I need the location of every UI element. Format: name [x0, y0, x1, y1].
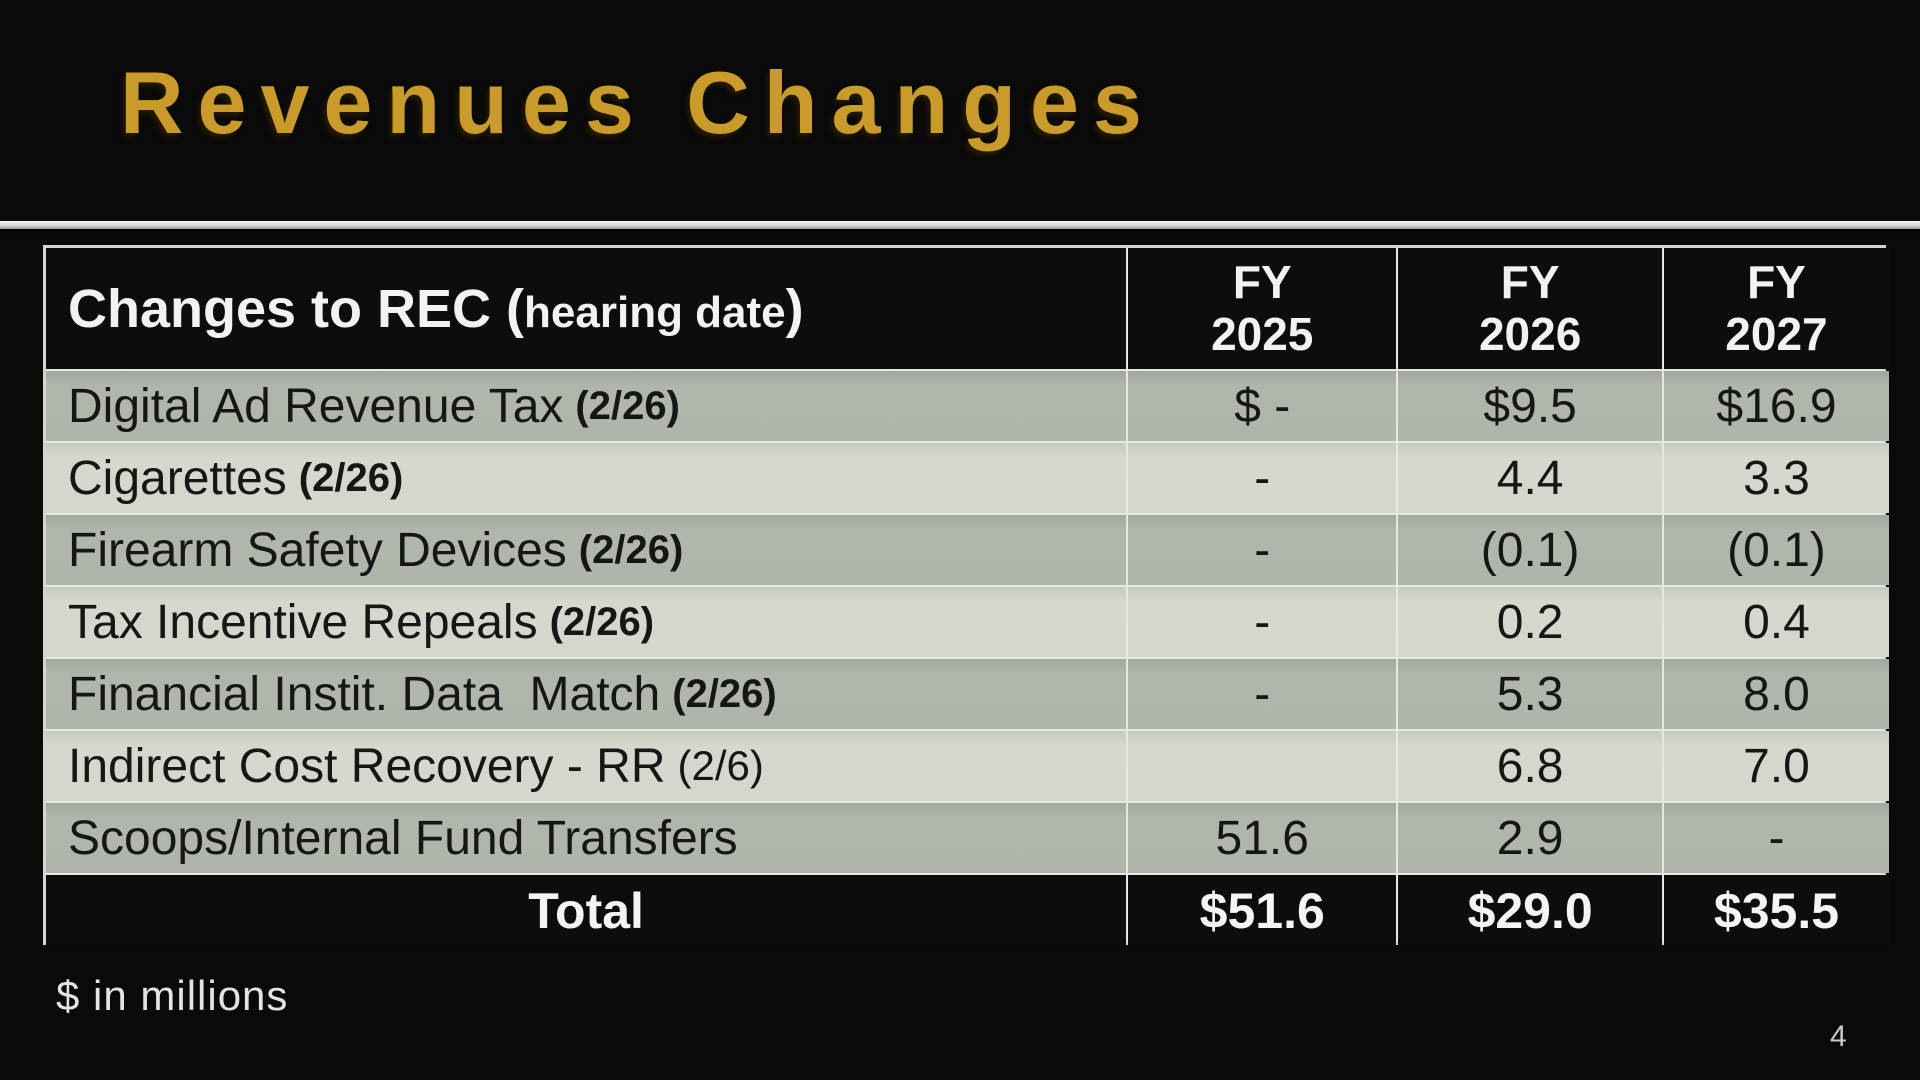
hearing-date: (2/26) — [575, 383, 680, 428]
cell-value: - — [1128, 587, 1397, 657]
row-label-digital-ad-revenue-tax: Digital Ad Revenue Tax (2/26) — [46, 371, 1127, 441]
cell-value — [1128, 731, 1397, 801]
cell-value: 8.0 — [1663, 659, 1889, 729]
cell-value: (0.1) — [1398, 515, 1662, 585]
slide-title: Revenues Changes — [120, 53, 1156, 152]
cell-value: - — [1128, 443, 1397, 513]
hearing-date: (2/26) — [578, 527, 684, 572]
hearing-date: (2/26) — [549, 599, 655, 644]
table-header-changes-to-rec: Changes to REC (hearing date) — [46, 248, 1127, 369]
cell-value: (0.1) — [1663, 515, 1889, 585]
cell-value: $16.9 — [1663, 371, 1889, 441]
table-header-fy2027: FY 2027 — [1663, 248, 1889, 369]
total-fy2025: $51.6 — [1128, 875, 1397, 946]
total-row-label: Total — [46, 875, 1127, 946]
cell-value: $9.5 — [1398, 371, 1662, 441]
cell-value: 6.8 — [1398, 731, 1662, 801]
cell-value: - — [1663, 803, 1889, 873]
hearing-date: (2/26) — [672, 671, 777, 716]
table-header-fy2025: FY 2025 — [1128, 248, 1397, 369]
cell-value: - — [1128, 659, 1397, 729]
row-label-cigarettes: Cigarettes (2/26) — [46, 443, 1127, 513]
cell-value: 2.9 — [1398, 803, 1662, 873]
cell-value: 0.2 — [1398, 587, 1662, 657]
page-number: 4 — [1830, 1020, 1847, 1053]
hearing-date: (2/26) — [298, 455, 404, 500]
revenue-changes-table: Changes to REC (hearing date) FY 2025 FY 2… — [43, 245, 1889, 946]
title-divider-rule — [0, 221, 1920, 229]
row-label-indirect-cost-recovery-rr: Indirect Cost Recovery - RR (2/6) — [46, 731, 1127, 801]
cell-value: 3.3 — [1663, 443, 1889, 513]
cell-value: 7.0 — [1663, 731, 1889, 801]
footnote-dollars-in-millions: $ in millions — [56, 972, 289, 1019]
table-header-fy2026: FY 2026 — [1398, 248, 1662, 369]
hearing-date: (2/6) — [677, 742, 764, 789]
cell-value: 4.4 — [1398, 443, 1662, 513]
row-label-scoops-internal-fund-transfers: Scoops/Internal Fund Transfers — [46, 803, 1127, 873]
total-fy2027: $35.5 — [1663, 875, 1889, 946]
cell-value: - — [1128, 515, 1397, 585]
cell-value: 5.3 — [1398, 659, 1662, 729]
row-label-firearm-safety-devices: Firearm Safety Devices (2/26) — [46, 515, 1127, 585]
cell-value: $ - — [1128, 371, 1397, 441]
header-label: Changes to REC (hearing date) — [68, 278, 804, 339]
cell-value: 0.4 — [1663, 587, 1889, 657]
row-label-tax-incentive-repeals: Tax Incentive Repeals (2/26) — [46, 587, 1127, 657]
cell-value: 51.6 — [1128, 803, 1397, 873]
row-label-financial-instit-data-match: Financial Instit. Data Match (2/26) — [46, 659, 1127, 729]
total-fy2026: $29.0 — [1398, 875, 1662, 946]
